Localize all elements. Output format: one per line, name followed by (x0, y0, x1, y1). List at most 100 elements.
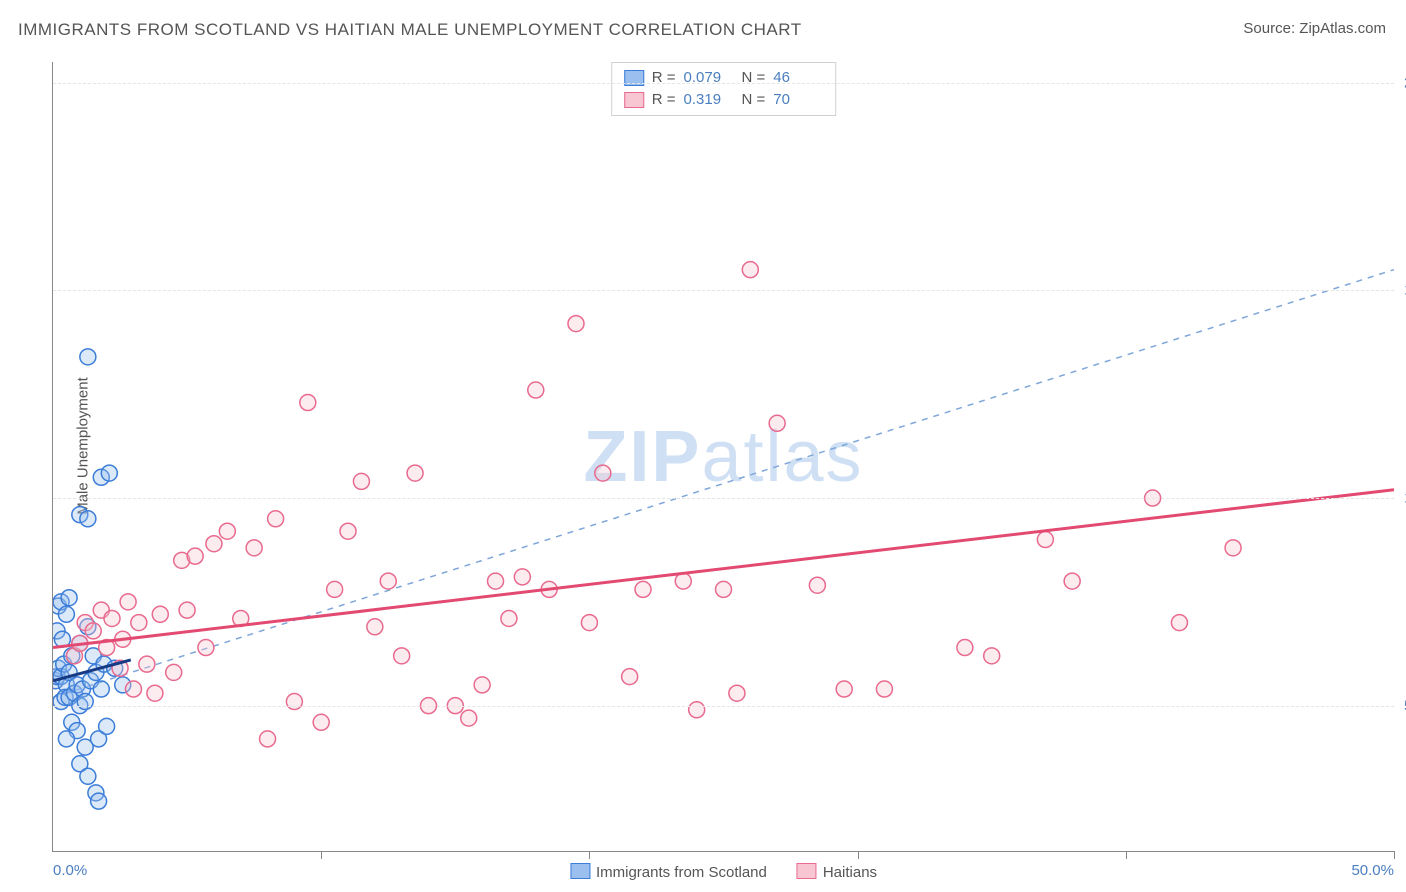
x-tick (1394, 851, 1395, 859)
scatter-point-haitians (233, 610, 249, 626)
scatter-point-haitians (581, 615, 597, 631)
legend-r-label: R = (652, 89, 676, 111)
scatter-point-haitians (139, 656, 155, 672)
scatter-point-scotland (115, 677, 131, 693)
scatter-point-haitians (131, 615, 147, 631)
scatter-point-haitians (300, 395, 316, 411)
scatter-point-haitians (152, 606, 168, 622)
scatter-point-scotland (57, 689, 73, 705)
legend-n-value-haitians: 70 (773, 89, 823, 111)
legend-n-label: N = (742, 67, 766, 89)
scatter-point-haitians (353, 473, 369, 489)
scatter-point-scotland (53, 669, 69, 685)
scatter-point-haitians (635, 581, 651, 597)
scatter-point-scotland (88, 664, 104, 680)
scatter-point-scotland (91, 731, 107, 747)
scatter-point-haitians (769, 415, 785, 431)
scatter-point-scotland (58, 731, 74, 747)
scatter-point-scotland (93, 469, 109, 485)
scatter-point-haitians (394, 648, 410, 664)
scatter-point-haitians (984, 648, 1000, 664)
scatter-point-haitians (488, 573, 504, 589)
scatter-point-haitians (836, 681, 852, 697)
y-gridline (53, 498, 1394, 499)
scatter-point-haitians (219, 523, 235, 539)
regression-scotland (53, 660, 131, 681)
legend-stats-row-scotland: R = 0.079 N = 46 (624, 67, 824, 89)
scatter-point-scotland (61, 689, 77, 705)
scatter-point-haitians (286, 694, 302, 710)
scatter-point-haitians (72, 635, 88, 651)
x-tick (858, 851, 859, 859)
scatter-point-haitians (407, 465, 423, 481)
scatter-point-haitians (622, 669, 638, 685)
y-tick-label: 10.0% (1396, 490, 1406, 507)
scatter-point-haitians (246, 540, 262, 556)
legend-swatch-haitians (624, 92, 644, 108)
scatter-point-haitians (179, 602, 195, 618)
legend-n-label: N = (742, 89, 766, 111)
chart-title: IMMIGRANTS FROM SCOTLAND VS HAITIAN MALE… (18, 20, 802, 40)
chart-svg (53, 62, 1394, 851)
scatter-point-haitians (77, 615, 93, 631)
source-attribution: Source: ZipAtlas.com (1243, 20, 1386, 37)
scatter-point-haitians (115, 631, 131, 647)
plot-area: ZIPatlas R = 0.079 N = 46 R = 0.319 N = … (52, 62, 1394, 852)
y-tick-label: 5.0% (1396, 697, 1406, 714)
scatter-point-scotland (72, 756, 88, 772)
scatter-point-haitians (367, 619, 383, 635)
scatter-point-scotland (93, 681, 109, 697)
x-tick (589, 851, 590, 859)
scatter-point-scotland (77, 739, 93, 755)
scatter-point-haitians (198, 640, 214, 656)
scatter-point-haitians (313, 714, 329, 730)
scatter-point-haitians (876, 681, 892, 697)
scatter-point-scotland (58, 677, 74, 693)
legend-swatch-scotland (570, 863, 590, 879)
scatter-point-haitians (675, 573, 691, 589)
legend-r-label: R = (652, 67, 676, 89)
scatter-point-scotland (53, 673, 64, 689)
scatter-point-scotland (88, 785, 104, 801)
scatter-point-scotland (72, 635, 88, 651)
scatter-point-scotland (80, 511, 96, 527)
legend-stats: R = 0.079 N = 46 R = 0.319 N = 70 (611, 62, 837, 116)
scatter-point-scotland (99, 718, 115, 734)
scatter-point-scotland (53, 594, 69, 610)
scatter-point-haitians (501, 610, 517, 626)
scatter-point-scotland (91, 793, 107, 809)
scatter-point-scotland (53, 669, 65, 685)
scatter-point-haitians (1037, 532, 1053, 548)
legend-item-scotland: Immigrants from Scotland (570, 863, 767, 881)
scatter-point-haitians (125, 681, 141, 697)
y-tick-label: 20.0% (1396, 74, 1406, 91)
scatter-point-haitians (595, 465, 611, 481)
scatter-point-haitians (716, 581, 732, 597)
scatter-point-scotland (54, 631, 70, 647)
scatter-point-scotland (80, 619, 96, 635)
scatter-point-haitians (541, 581, 557, 597)
x-tick-label: 0.0% (53, 862, 87, 879)
scatter-point-haitians (1225, 540, 1241, 556)
scatter-point-haitians (260, 731, 276, 747)
scatter-point-haitians (187, 548, 203, 564)
scatter-point-haitians (104, 610, 120, 626)
x-tick-label: 50.0% (1351, 862, 1394, 879)
scatter-point-scotland (64, 714, 80, 730)
scatter-point-scotland (75, 681, 91, 697)
source-prefix: Source: (1243, 20, 1299, 37)
scatter-point-scotland (56, 656, 72, 672)
scatter-point-haitians (206, 536, 222, 552)
scatter-point-haitians (112, 660, 128, 676)
source-name: ZipAtlas.com (1299, 20, 1386, 37)
trend-dashed (53, 270, 1394, 698)
scatter-point-haitians (474, 677, 490, 693)
scatter-point-scotland (83, 673, 99, 689)
scatter-point-haitians (742, 262, 758, 278)
scatter-point-haitians (380, 573, 396, 589)
scatter-point-scotland (72, 507, 88, 523)
scatter-point-haitians (729, 685, 745, 701)
scatter-point-scotland (58, 606, 74, 622)
scatter-point-haitians (514, 569, 530, 585)
regression-haitians (53, 490, 1394, 648)
